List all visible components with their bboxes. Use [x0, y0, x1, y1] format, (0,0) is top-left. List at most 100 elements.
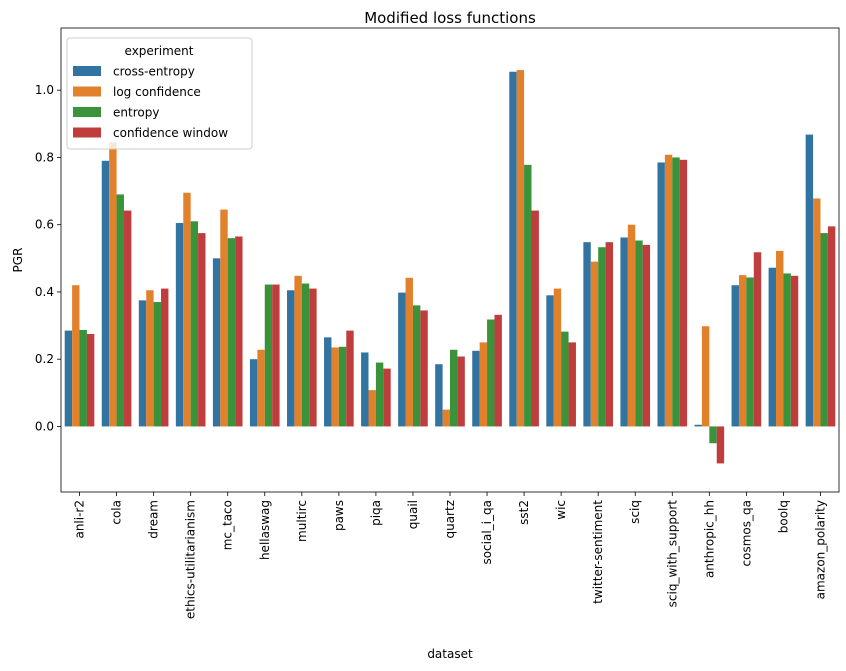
y-tick-label: 1.0 — [35, 83, 54, 97]
bar-quartz-entropy — [450, 349, 458, 427]
bar-anthropic_hh-confidence-window — [716, 426, 725, 464]
x-tick-label: paws — [332, 500, 346, 531]
bar-anthropic_hh-cross-entropy — [694, 424, 702, 427]
bar-wic-cross-entropy — [546, 295, 554, 427]
legend-label: cross-entropy — [113, 65, 195, 79]
x-tick-label: wic — [554, 500, 568, 520]
bar-quail-log-confidence — [405, 277, 413, 427]
bar-quail-cross-entropy — [398, 292, 406, 427]
x-tick-label: sciq_with_support — [665, 500, 679, 608]
bar-paws-log-confidence — [331, 347, 339, 427]
x-tick-label: twitter-sentiment — [591, 500, 605, 604]
y-axis: 0.0 0.2 0.4 0.6 0.8 1.0 — [35, 83, 61, 433]
bar-social_i_qa-confidence-window — [494, 314, 502, 427]
bar-paws-confidence-window — [346, 330, 354, 427]
y-tick-label: 0.8 — [35, 150, 54, 164]
y-tick-label: 0.0 — [35, 419, 54, 433]
bar-anli-r2-entropy — [79, 329, 87, 427]
legend-label: log confidence — [113, 85, 201, 99]
bar-anli-r2-confidence-window — [86, 333, 95, 427]
y-tick-label: 0.4 — [35, 285, 54, 299]
bar-boolq-confidence-window — [790, 275, 799, 427]
bar-anli-r2-cross-entropy — [64, 330, 73, 427]
bar-cosmos_qa-entropy — [746, 277, 754, 427]
bar-sciq-entropy — [635, 240, 643, 427]
x-tick-label: boolq — [776, 500, 790, 533]
bar-hellaswag-entropy — [264, 284, 273, 427]
bar-quail-entropy — [412, 305, 421, 427]
bar-ethics-utilitarianism-cross-entropy — [175, 223, 184, 427]
x-tick-label: dream — [147, 500, 161, 539]
legend-label: confidence window — [113, 126, 228, 140]
bar-sciq_with_support-confidence-window — [679, 159, 688, 427]
bar-mc_taco-log-confidence — [220, 209, 228, 427]
y-axis-label: PGR — [11, 248, 25, 273]
bar-hellaswag-cross-entropy — [249, 359, 258, 427]
x-tick-label: amazon_polarity — [813, 500, 827, 599]
bar-social_i_qa-cross-entropy — [472, 350, 480, 427]
bar-anthropic_hh-log-confidence — [701, 326, 710, 427]
x-tick-label: quartz — [443, 500, 457, 539]
bar-mc_taco-confidence-window — [235, 236, 243, 427]
bar-amazon_polarity-cross-entropy — [805, 134, 814, 427]
bar-cosmos_qa-cross-entropy — [731, 285, 739, 427]
bar-ethics-utilitarianism-log-confidence — [183, 192, 191, 427]
bar-multirc-entropy — [301, 283, 310, 427]
bar-piqa-confidence-window — [383, 368, 391, 427]
bar-sciq-log-confidence — [627, 224, 636, 427]
y-tick-label: 0.2 — [35, 352, 54, 366]
x-tick-label: sst2 — [517, 500, 531, 525]
bar-dream-cross-entropy — [138, 300, 147, 427]
bar-sst2-cross-entropy — [509, 71, 517, 427]
legend-title: experiment — [125, 44, 194, 58]
bar-hellaswag-log-confidence — [257, 349, 265, 427]
legend-box — [66, 37, 253, 150]
bar-sst2-confidence-window — [531, 210, 539, 427]
bar-wic-confidence-window — [568, 342, 576, 427]
x-axis-label: dataset — [427, 647, 473, 661]
bar-dream-log-confidence — [146, 290, 154, 427]
bar-hellaswag-confidence-window — [272, 284, 280, 427]
bar-piqa-log-confidence — [368, 390, 376, 427]
bar-sst2-log-confidence — [516, 70, 525, 427]
x-tick-label: anli-r2 — [73, 500, 87, 539]
bar-cosmos_qa-log-confidence — [738, 275, 747, 427]
bar-ethics-utilitarianism-entropy — [190, 221, 199, 427]
bar-sciq_with_support-cross-entropy — [657, 162, 665, 427]
bar-amazon_polarity-entropy — [820, 233, 828, 427]
bar-quartz-cross-entropy — [435, 364, 443, 427]
bar-cosmos_qa-confidence-window — [753, 252, 762, 427]
bar-cola-log-confidence — [109, 142, 117, 427]
bar-cola-entropy — [116, 194, 124, 427]
x-tick-label: anthropic_hh — [702, 500, 716, 578]
bar-sciq-cross-entropy — [620, 237, 628, 427]
bars-layer — [64, 70, 836, 464]
bar-anli-r2-log-confidence — [72, 285, 80, 427]
bar-paws-entropy — [338, 346, 347, 427]
bar-multirc-cross-entropy — [286, 290, 295, 427]
bar-cola-confidence-window — [123, 210, 132, 427]
legend-swatch — [73, 66, 101, 76]
bar-sciq_with_support-log-confidence — [664, 154, 673, 427]
bar-quartz-log-confidence — [442, 409, 450, 427]
x-tick-label: cola — [110, 500, 124, 525]
bar-amazon_polarity-confidence-window — [827, 226, 836, 427]
bar-mc_taco-cross-entropy — [212, 258, 221, 427]
x-tick-label: sciq — [628, 500, 642, 524]
x-tick-label: mc_taco — [221, 500, 235, 550]
bar-amazon_polarity-log-confidence — [813, 198, 821, 427]
x-tick-label: piqa — [369, 500, 383, 526]
bar-boolq-cross-entropy — [768, 267, 777, 427]
bar-sciq-confidence-window — [642, 244, 651, 427]
bar-dream-entropy — [153, 302, 162, 427]
x-tick-label: ethics-utilitarianism — [184, 500, 198, 619]
bar-sst2-entropy — [524, 164, 532, 427]
x-tick-label: quail — [406, 500, 420, 529]
bar-boolq-entropy — [783, 273, 791, 427]
x-tick-label: cosmos_qa — [739, 500, 753, 566]
bar-twitter-sentiment-entropy — [598, 247, 606, 427]
bar-dream-confidence-window — [161, 288, 169, 427]
bar-mc_taco-entropy — [227, 238, 236, 427]
bar-quartz-confidence-window — [457, 356, 465, 427]
bar-ethics-utilitarianism-confidence-window — [198, 233, 206, 427]
